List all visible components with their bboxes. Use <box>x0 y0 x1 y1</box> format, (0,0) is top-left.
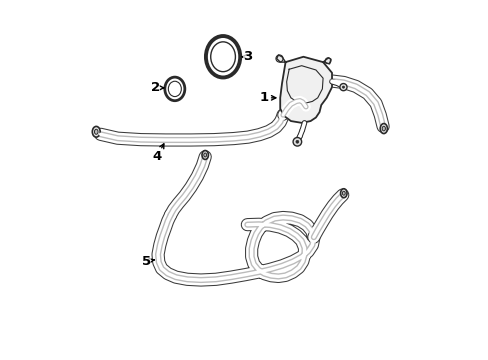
Polygon shape <box>280 57 331 123</box>
Text: 1: 1 <box>259 91 275 104</box>
Ellipse shape <box>382 126 385 131</box>
Ellipse shape <box>94 129 98 134</box>
Polygon shape <box>276 55 285 62</box>
Ellipse shape <box>203 153 206 157</box>
Text: 5: 5 <box>142 255 154 267</box>
Circle shape <box>295 140 298 143</box>
Circle shape <box>292 138 301 146</box>
Text: 4: 4 <box>152 144 163 163</box>
Circle shape <box>342 86 344 88</box>
Polygon shape <box>323 58 330 64</box>
Text: 2: 2 <box>150 81 163 94</box>
Ellipse shape <box>92 126 100 137</box>
Ellipse shape <box>342 191 345 195</box>
Ellipse shape <box>202 150 208 159</box>
Text: 3: 3 <box>242 50 252 63</box>
Ellipse shape <box>340 189 346 198</box>
Ellipse shape <box>380 123 386 134</box>
Circle shape <box>339 84 346 91</box>
